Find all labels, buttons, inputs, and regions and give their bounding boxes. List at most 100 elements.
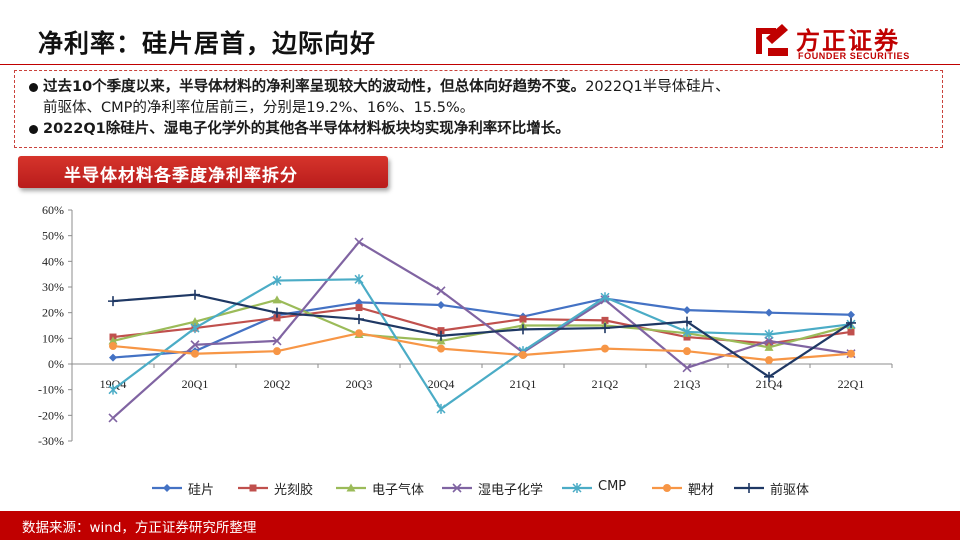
data-point (355, 304, 363, 312)
legend-swatch-icon (152, 484, 182, 492)
x-tick-label: 20Q4 (428, 377, 455, 391)
data-point (846, 317, 856, 328)
title-divider (0, 64, 960, 65)
legend-swatch-icon (336, 483, 366, 492)
data-point (436, 286, 446, 296)
x-tick-label: 19Q4 (100, 377, 127, 391)
y-tick-label: 10% (42, 331, 64, 345)
y-tick-label: 20% (42, 306, 64, 320)
data-point (519, 351, 527, 360)
series-1 (109, 294, 855, 362)
data-point (190, 340, 200, 350)
series-line (112, 332, 852, 362)
bullet-1-text: 2022Q1半导体硅片、 (585, 79, 730, 95)
data-point (764, 371, 774, 382)
bullet-dot-icon (29, 125, 38, 134)
y-tick-label: 50% (42, 229, 64, 243)
data-point (272, 336, 282, 346)
data-point (847, 349, 855, 358)
data-point (683, 347, 691, 356)
legend-label: CMP (598, 479, 627, 494)
data-point (683, 333, 691, 341)
data-point (764, 342, 774, 351)
chart-section-banner: 半导体材料各季度净利率拆分 (18, 156, 388, 188)
bullet-dot-icon (29, 83, 38, 92)
data-point (764, 336, 774, 346)
data-point (519, 315, 527, 323)
data-point (437, 327, 445, 335)
legend-label: 湿电子化学 (478, 483, 544, 498)
data-point (272, 275, 282, 286)
data-point (108, 336, 118, 345)
legend-swatch-marker (346, 483, 356, 492)
data-point (109, 342, 117, 351)
summary-bullet-1-cont: 前驱体、CMP的净利率位居前三，分别是19.2%、16%、15.5%。 (29, 98, 932, 119)
data-point (436, 330, 446, 341)
series-line (112, 297, 852, 359)
y-tick-label: 60% (42, 203, 64, 217)
chart-section-title: 半导体材料各季度净利率拆分 (64, 166, 298, 186)
data-point (190, 289, 200, 300)
data-point (355, 329, 363, 338)
data-point (601, 316, 609, 324)
data-point (847, 328, 855, 336)
legend-swatch-icon (238, 484, 268, 492)
data-point (847, 310, 855, 319)
data-point (600, 292, 610, 303)
data-point (437, 344, 445, 353)
bullet-2-bold-text: 2022Q1除硅片、湿电子化学外的其他各半导体材料板块均实现净利率环比增长。 (43, 121, 570, 137)
legend-label: 电子气体 (372, 483, 425, 498)
series-line (112, 293, 852, 378)
y-tick-label: 30% (42, 280, 64, 294)
legend-swatch-marker (572, 483, 582, 493)
legend-swatch-marker (663, 484, 671, 492)
legend-label: 硅片 (188, 483, 215, 498)
x-tick-label: 20Q2 (264, 377, 291, 391)
series-6 (109, 329, 855, 365)
company-logo: 方正证券 FOUNDER SECURITIES (752, 18, 932, 64)
data-point (190, 323, 200, 334)
data-point (272, 295, 282, 304)
legend-swatch-icon (442, 483, 472, 493)
y-tick-label: -30% (38, 434, 64, 448)
x-tick-label: 21Q4 (756, 377, 783, 391)
data-point (682, 363, 692, 373)
y-tick-label: 40% (42, 254, 64, 268)
data-point (600, 323, 610, 334)
data-point (190, 317, 200, 326)
summary-box: 过去10个季度以来，半导体材料的净利率呈现较大的波动性，但总体向好趋势不变。20… (14, 70, 943, 148)
data-point (273, 347, 281, 356)
x-tick-label: 20Q3 (346, 377, 373, 391)
logo-chinese-name: 方正证券 (796, 27, 900, 55)
legend-swatch-marker (452, 483, 462, 493)
legend-swatch-marker (163, 484, 171, 492)
legend-swatch-icon (734, 483, 764, 493)
legend-label: 前驱体 (770, 483, 810, 498)
y-tick-label: 0% (48, 357, 64, 371)
data-point (108, 384, 118, 395)
y-tick-label: -20% (38, 408, 64, 422)
data-point (108, 413, 118, 423)
founder-logo-icon (756, 24, 788, 56)
y-tick-label: -10% (38, 383, 64, 397)
data-point (273, 314, 281, 322)
x-tick-label: 21Q2 (592, 377, 619, 391)
legend-swatch-icon (562, 483, 592, 493)
data-point (191, 349, 199, 358)
data-point (682, 326, 692, 337)
data-point (109, 353, 117, 362)
page-title: 净利率：硅片居首，边际向好 (38, 29, 377, 58)
data-point (764, 329, 774, 340)
x-tick-label: 21Q3 (674, 377, 701, 391)
bullet-1-text-cont: 前驱体、CMP的净利率位居前三，分别是19.2%、16%、15.5%。 (43, 100, 475, 116)
x-tick-label: 20Q1 (182, 377, 209, 391)
footer-bar: 数据来源：wind，方正证券研究所整理 (0, 511, 960, 540)
data-point (437, 300, 445, 309)
data-point (518, 324, 528, 335)
data-point (683, 306, 691, 315)
legend-swatch-marker (249, 484, 257, 492)
data-point (436, 403, 446, 414)
data-point (354, 274, 364, 285)
series-7 (108, 289, 856, 382)
data-point (108, 296, 118, 307)
